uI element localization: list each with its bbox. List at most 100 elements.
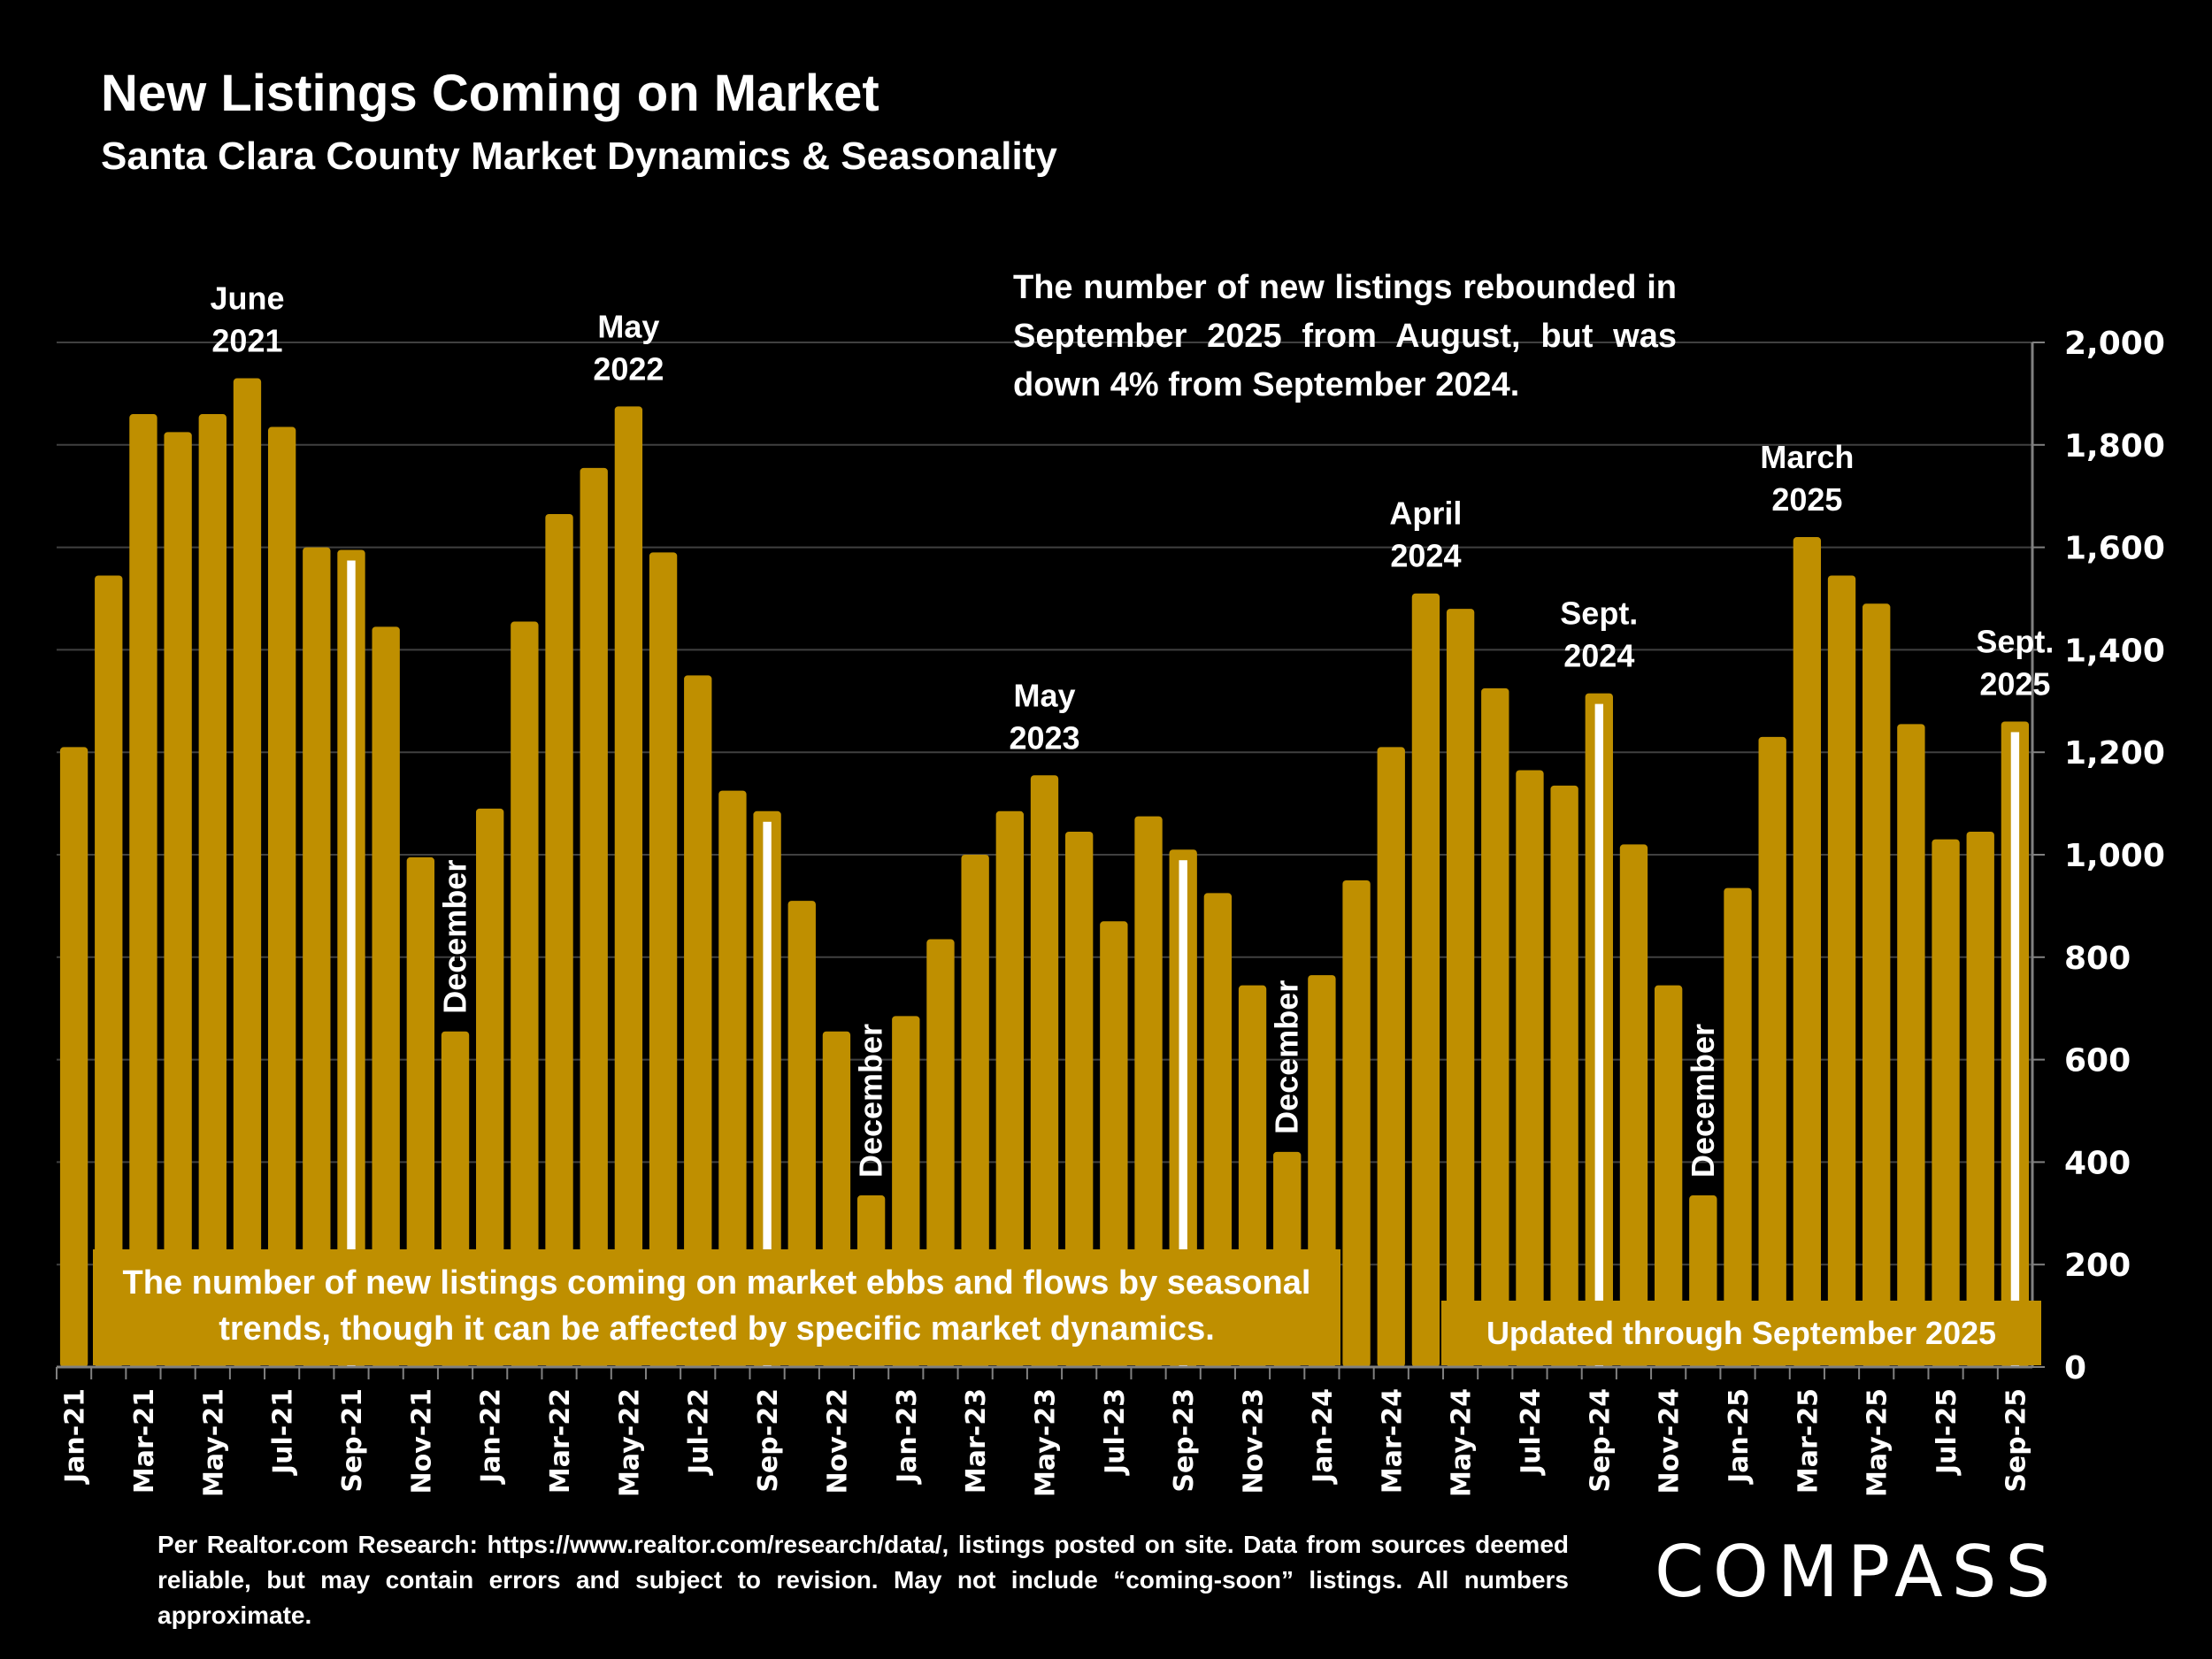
compass-logo: COMPASS (1655, 1531, 2060, 1613)
x-tick-label: Jul-21 (268, 1388, 299, 1476)
x-tick-label: Jan-21 (60, 1388, 91, 1485)
x-tick-label: Jul-23 (1100, 1388, 1131, 1476)
summary-note: The number of new listings rebounded in … (1013, 269, 1677, 403)
x-tick-label: Nov-21 (406, 1388, 437, 1494)
x-tick-label: Jul-24 (1516, 1388, 1547, 1476)
bar-Aug-21 (303, 547, 331, 1367)
peak-label: 2022 (593, 350, 664, 387)
x-tick-label: Jan-25 (1724, 1388, 1755, 1485)
peak-label: 2024 (1563, 638, 1634, 674)
bar-Aug-25 (1966, 831, 1994, 1367)
bar-Apr-21 (164, 432, 192, 1368)
bars (59, 378, 2030, 1368)
bar-Feb-24 (1342, 879, 1371, 1367)
december-label: December (1269, 980, 1305, 1134)
bar-Jun-22 (649, 552, 678, 1367)
bar-Nov-24 (1654, 985, 1683, 1367)
bar-Mar-25 (1793, 537, 1822, 1367)
x-tick-label: May-21 (198, 1388, 229, 1497)
y-tick-label: 400 (2064, 1145, 2131, 1181)
bar-Apr-25 (1827, 575, 1856, 1367)
peak-label: Sept. (1976, 623, 2054, 659)
axes: 0 200 400 600 800 1,000 1,200 1,400 1,600 1,800 2,… (56, 326, 2165, 1497)
bar-Apr-24 (1411, 593, 1440, 1367)
x-tick-label: Mar-21 (129, 1388, 160, 1494)
bar-Jul-25 (1932, 839, 1960, 1367)
bar-Jul-24 (1516, 770, 1544, 1367)
bar-May-24 (1446, 609, 1475, 1367)
y-tick-label: 2,000 (2064, 326, 2165, 362)
peak-label: 2025 (1979, 665, 2050, 702)
bar-Mar-23 (961, 855, 989, 1367)
x-tick-label: Nov-24 (1655, 1388, 1686, 1494)
x-tick-label: Sep-22 (753, 1388, 784, 1493)
bar-Jul-22 (684, 675, 712, 1367)
y-tick-label: 600 (2064, 1043, 2131, 1079)
december-label: December (1685, 1024, 1721, 1178)
chart-subtitle: Santa Clara County Market Dynamics & Sea… (101, 134, 1057, 178)
x-tick-label: Mar-24 (1377, 1388, 1408, 1494)
y-tick-label: 1,200 (2064, 735, 2165, 772)
bar-Jan-22 (476, 808, 504, 1367)
bar-Nov-21 (406, 856, 435, 1367)
peak-label: Sept. (1560, 595, 1638, 632)
y-tick-label: 1,400 (2064, 633, 2165, 669)
highlight-stripe-Sep-22 (763, 821, 772, 1367)
bar-Jan-25 (1724, 887, 1752, 1367)
x-tick-label: May-24 (1447, 1388, 1478, 1497)
source-footnote: Per Realtor.com Research: https://www.re… (157, 1531, 1569, 1629)
bar-Mar-21 (129, 414, 157, 1367)
y-tick-label: 1,600 (2064, 531, 2165, 567)
annotation-labels: June 2021 May 2022 May 2023 April 2024 Sept. 2024… (210, 280, 2054, 1179)
bar-Feb-21 (95, 575, 123, 1367)
peak-label: 2025 (1771, 481, 1842, 518)
bar-Oct-21 (372, 626, 400, 1367)
y-tick-label: 0 (2064, 1350, 2086, 1386)
highlight-stripe-Sep-24 (1594, 703, 1604, 1367)
x-tick-label: May-22 (614, 1388, 645, 1497)
chart-title: New Listings Coming on Market (101, 65, 879, 122)
bar-Jan-21 (59, 747, 88, 1367)
x-tick-label: Sep-25 (2001, 1388, 2032, 1493)
x-tick-label: May-25 (1863, 1388, 1893, 1497)
x-tick-label: Jan-23 (892, 1388, 923, 1485)
peak-label: April (1389, 495, 1462, 532)
x-tick-label: Sep-23 (1169, 1388, 1200, 1493)
x-tick-label: Jul-22 (684, 1388, 715, 1476)
bar-Aug-23 (1134, 816, 1163, 1367)
bar-Jun-25 (1897, 724, 1925, 1367)
bar-Jul-21 (267, 426, 296, 1367)
bar-May-23 (1030, 775, 1059, 1367)
bar-Oct-24 (1619, 844, 1648, 1367)
x-tick-label: Jan-22 (476, 1388, 507, 1485)
x-tick-label: Mar-23 (961, 1388, 992, 1494)
y-tick-label: 1,000 (2064, 838, 2165, 874)
bar-Apr-23 (995, 810, 1024, 1367)
bar-Feb-25 (1758, 736, 1786, 1367)
bar-Jun-23 (1065, 831, 1094, 1367)
bar-Jun-24 (1481, 687, 1509, 1367)
bar-Feb-22 (511, 621, 539, 1367)
bar-Apr-22 (580, 467, 608, 1367)
december-label: December (853, 1024, 889, 1178)
x-tick-label: Sep-24 (1585, 1388, 1616, 1493)
x-tick-label: Nov-23 (1239, 1388, 1270, 1494)
peak-label: June (210, 280, 284, 317)
highlight-stripe-Sep-23 (1179, 860, 1187, 1367)
highlight-stripe-Sep-21 (347, 560, 356, 1367)
bar-May-22 (614, 406, 643, 1367)
december-label: December (437, 860, 473, 1014)
peak-label: 2023 (1009, 719, 1079, 756)
peak-label: May (1013, 677, 1075, 713)
bar-Oct-23 (1203, 893, 1233, 1367)
updated-through-callout: Updated through September 2025 (1441, 1301, 2041, 1365)
y-tick-label: 1,800 (2064, 428, 2165, 465)
x-tick-label: Jul-25 (1932, 1388, 1962, 1476)
peak-label: May (597, 308, 659, 344)
x-tick-label: Mar-22 (545, 1388, 576, 1494)
y-tick-label: 800 (2064, 941, 2131, 977)
bar-Mar-22 (545, 513, 573, 1367)
bar-Aug-22 (718, 790, 747, 1367)
